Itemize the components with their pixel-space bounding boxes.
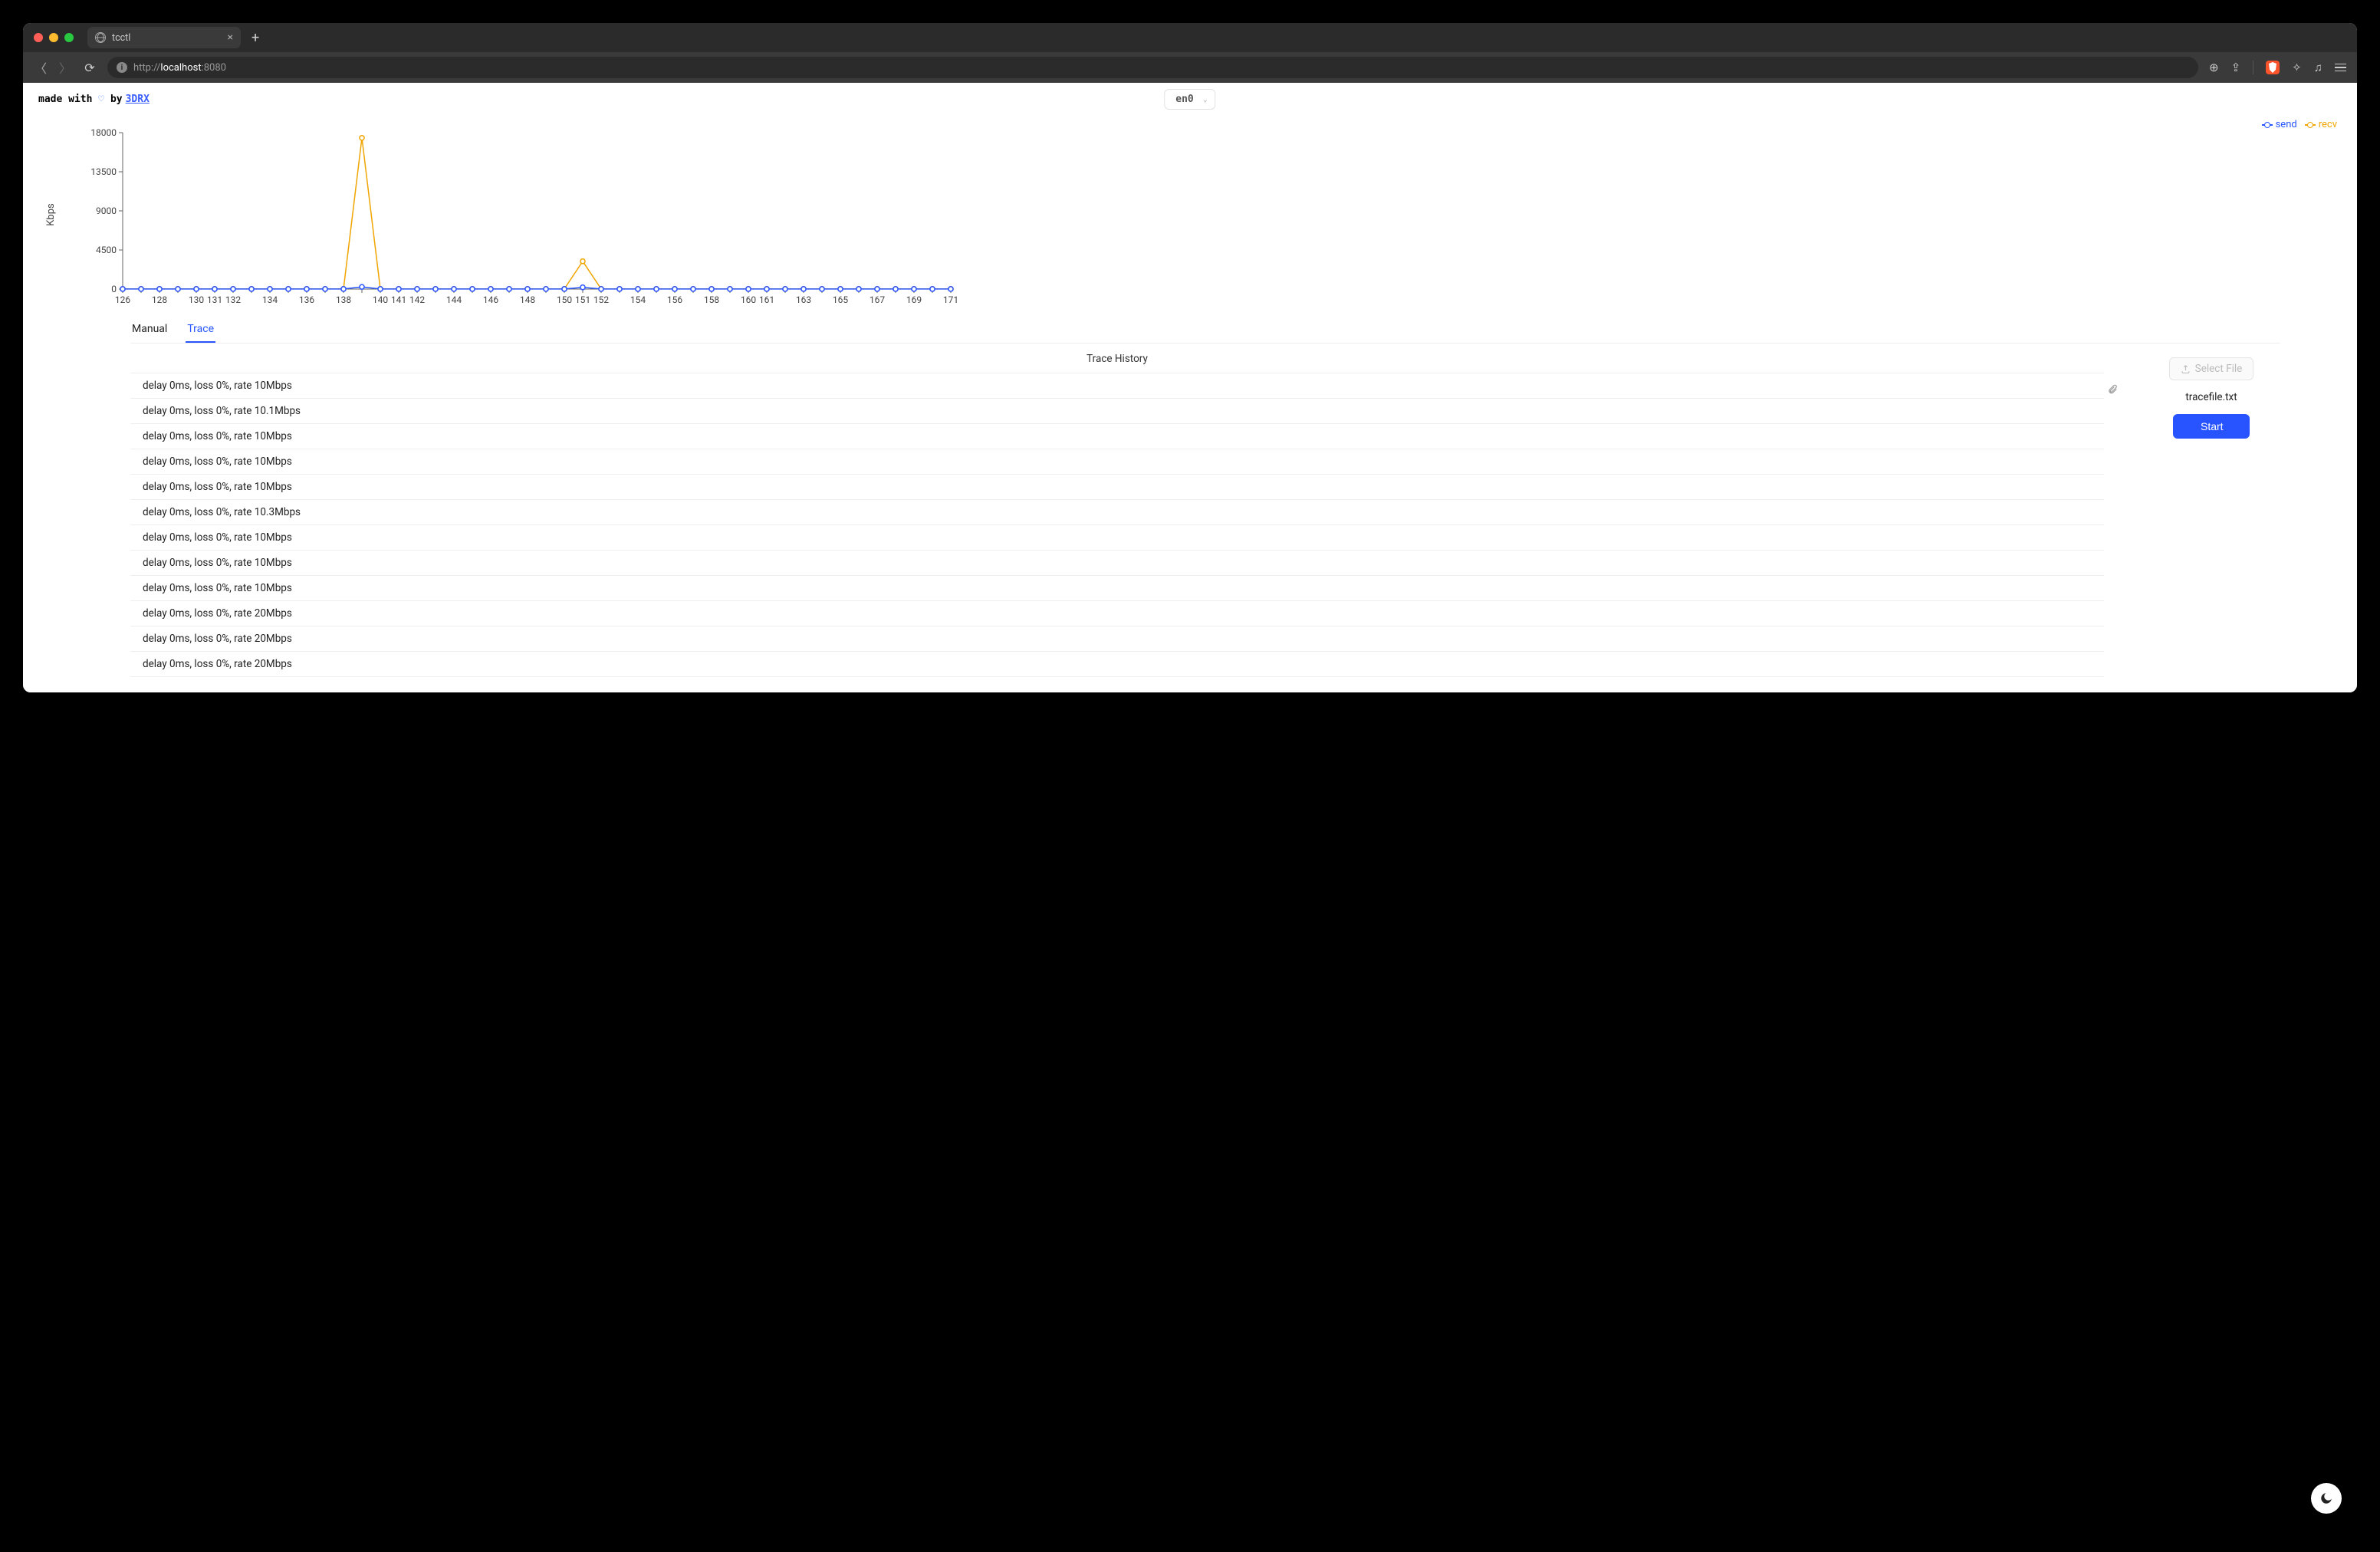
interface-value: en0 [1175, 94, 1193, 105]
trace-history: Trace History delay 0ms, loss 0%, rate 1… [130, 353, 2104, 677]
browser-tab[interactable]: tcctl × [87, 27, 241, 48]
history-item[interactable]: delay 0ms, loss 0%, rate 10Mbps [130, 525, 2104, 551]
history-item[interactable]: delay 0ms, loss 0%, rate 10Mbps [130, 551, 2104, 576]
history-item[interactable]: delay 0ms, loss 0%, rate 10Mbps [130, 424, 2104, 449]
new-tab-button[interactable]: + [251, 30, 259, 46]
toolbar-right: ⊕ ⇪ ✧ ♫ [2209, 61, 2346, 74]
svg-text:140: 140 [373, 294, 388, 305]
content-tabs: Manual Trace [130, 317, 2280, 344]
page-header: made with ♡ by 3DRX en0 ⌄ [38, 94, 2342, 105]
svg-text:131: 131 [207, 294, 222, 305]
legend-recv[interactable]: recv [2305, 119, 2337, 130]
svg-text:18000: 18000 [90, 127, 117, 138]
browser-window: tcctl × + 〈 〉 ⟳ i http://localhost:8080 … [23, 23, 2357, 692]
trace-history-title: Trace History [130, 353, 2104, 365]
site-info-icon[interactable]: i [117, 62, 127, 73]
svg-text:163: 163 [796, 294, 811, 305]
svg-text:148: 148 [520, 294, 535, 305]
svg-text:128: 128 [152, 294, 167, 305]
history-item[interactable]: delay 0ms, loss 0%, rate 20Mbps [130, 626, 2104, 652]
svg-text:141: 141 [391, 294, 406, 305]
interface-select[interactable]: en0 ⌄ [1164, 89, 1215, 110]
tab-manual[interactable]: Manual [130, 317, 169, 343]
svg-text:134: 134 [262, 294, 278, 305]
extensions-icon[interactable]: ✧ [2292, 61, 2302, 74]
history-item[interactable]: delay 0ms, loss 0%, rate 10Mbps [130, 576, 2104, 601]
browser-toolbar: 〈 〉 ⟳ i http://localhost:8080 ⊕ ⇪ ✧ ♫ [23, 52, 2357, 83]
svg-text:9000: 9000 [96, 206, 117, 216]
selected-file-name: tracefile.txt [2185, 391, 2237, 403]
trace-history-list: delay 0ms, loss 0%, rate 10Mbpsdelay 0ms… [130, 373, 2104, 677]
history-item[interactable]: delay 0ms, loss 0%, rate 10Mbps [130, 373, 2104, 399]
history-item[interactable]: delay 0ms, loss 0%, rate 20Mbps [130, 652, 2104, 677]
svg-text:136: 136 [299, 294, 314, 305]
heart-icon: ♡ [92, 94, 110, 105]
trace-controls: Select File tracefile.txt Start [2142, 357, 2280, 677]
svg-text:126: 126 [115, 294, 130, 305]
svg-text:158: 158 [704, 294, 719, 305]
tab-close-button[interactable]: × [228, 31, 233, 44]
tab-title: tcctl [112, 32, 130, 44]
svg-text:156: 156 [667, 294, 682, 305]
svg-text:144: 144 [446, 294, 462, 305]
chart: 0 4500 9000 13500 18000 126 128 130131132 134 136… [38, 119, 958, 311]
chevron-down-icon: ⌄ [1203, 95, 1208, 104]
chart-legend: send recv [2262, 119, 2337, 130]
svg-text:167: 167 [869, 294, 885, 305]
by-text: by [110, 94, 123, 105]
traffic-lights [34, 33, 74, 42]
start-button[interactable]: Start [2173, 414, 2250, 439]
history-item[interactable]: delay 0ms, loss 0%, rate 10.1Mbps [130, 399, 2104, 424]
svg-text:146: 146 [483, 294, 498, 305]
svg-text:0: 0 [111, 284, 117, 294]
svg-text:169: 169 [906, 294, 922, 305]
svg-text:154: 154 [630, 294, 646, 305]
menu-button[interactable] [2335, 64, 2346, 72]
svg-text:4500: 4500 [96, 245, 117, 255]
svg-text:160: 160 [741, 294, 756, 305]
select-file-button[interactable]: Select File [2169, 357, 2254, 380]
theme-toggle-button[interactable] [2311, 1483, 2342, 1514]
globe-icon [95, 32, 106, 43]
tab-trace[interactable]: Trace [186, 317, 215, 343]
zoom-icon[interactable]: ⊕ [2209, 61, 2219, 74]
chart-container: send recv Kbps 0 4500 9000 13500 18000 126 128… [38, 119, 2342, 311]
svg-text:151: 151 [575, 294, 590, 305]
history-item[interactable]: delay 0ms, loss 0%, rate 10Mbps [130, 449, 2104, 475]
svg-text:132: 132 [225, 294, 241, 305]
svg-text:13500: 13500 [90, 166, 117, 177]
chart-ylabel: Kbps [45, 203, 57, 225]
svg-text:150: 150 [557, 294, 572, 305]
page-content: made with ♡ by 3DRX en0 ⌄ send recv Kbps… [23, 83, 2357, 692]
brave-shields-icon[interactable] [2266, 61, 2280, 74]
window-close-button[interactable] [34, 33, 43, 42]
svg-text:161: 161 [759, 294, 774, 305]
playlist-icon[interactable]: ♫ [2314, 61, 2322, 74]
history-item[interactable]: delay 0ms, loss 0%, rate 20Mbps [130, 601, 2104, 626]
history-item[interactable]: delay 0ms, loss 0%, rate 10Mbps [130, 475, 2104, 500]
legend-send[interactable]: send [2262, 119, 2297, 130]
author-link[interactable]: 3DRX [126, 94, 150, 105]
svg-text:152: 152 [593, 294, 609, 305]
svg-text:171: 171 [943, 294, 958, 305]
svg-text:138: 138 [336, 294, 351, 305]
address-bar[interactable]: i http://localhost:8080 [107, 57, 2198, 78]
reload-button[interactable]: ⟳ [83, 61, 97, 75]
svg-text:130: 130 [189, 294, 204, 305]
history-item[interactable]: delay 0ms, loss 0%, rate 10.3Mbps [130, 500, 2104, 525]
window-maximize-button[interactable] [64, 33, 74, 42]
back-button[interactable]: 〈 [34, 58, 48, 77]
moon-icon [2319, 1491, 2333, 1505]
window-minimize-button[interactable] [49, 33, 58, 42]
titlebar: tcctl × + [23, 23, 2357, 52]
svg-text:165: 165 [833, 294, 848, 305]
share-icon[interactable]: ⇪ [2231, 61, 2241, 74]
attachment-icon[interactable] [2107, 384, 2118, 398]
forward-button[interactable]: 〉 [58, 58, 72, 77]
svg-text:142: 142 [409, 294, 425, 305]
url-text: http://localhost:8080 [133, 62, 226, 74]
trace-panel: Trace History delay 0ms, loss 0%, rate 1… [130, 353, 2280, 677]
upload-icon [2181, 364, 2191, 374]
made-with-text: made with [38, 94, 92, 105]
